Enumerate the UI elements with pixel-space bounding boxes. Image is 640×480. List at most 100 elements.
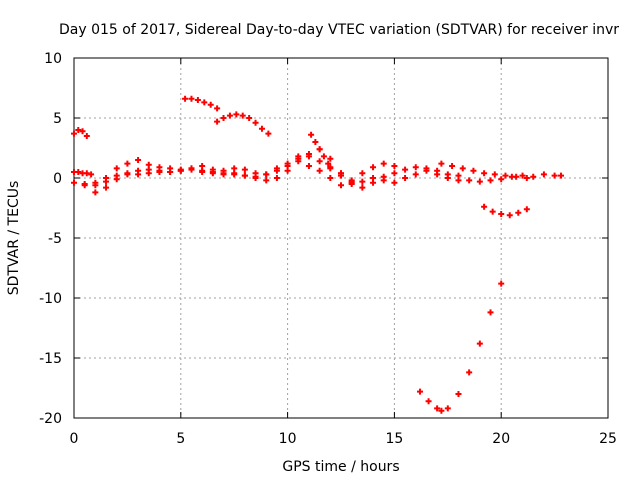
data-point [438, 160, 445, 167]
series-segment-8 [308, 131, 332, 167]
data-point [201, 99, 208, 106]
data-point [265, 130, 272, 137]
data-point [466, 369, 473, 376]
data-point [220, 170, 227, 177]
data-point [71, 179, 77, 186]
data-point [530, 173, 537, 180]
series-segment-6 [182, 95, 221, 112]
data-point [316, 146, 323, 153]
data-point [305, 153, 312, 160]
data-point [423, 165, 430, 172]
data-point [540, 171, 547, 178]
data-point [391, 170, 398, 177]
data-point [498, 176, 505, 183]
data-point [325, 160, 332, 167]
data-point [239, 112, 246, 119]
data-point [167, 169, 174, 175]
data-point [199, 169, 206, 175]
data-point [246, 115, 253, 121]
series-segment-11 [481, 203, 530, 219]
data-point [231, 171, 238, 178]
chart-title: Day 015 of 2017, Sidereal Day-to-day VTE… [59, 22, 619, 38]
data-point [470, 167, 477, 174]
data-point [523, 175, 530, 181]
data-point [515, 209, 522, 216]
data-point [92, 179, 99, 186]
data-point [491, 171, 498, 178]
data-point [359, 170, 366, 177]
data-point [263, 171, 270, 178]
data-point [455, 391, 462, 397]
data-point [113, 176, 120, 183]
data-point [519, 172, 526, 179]
data-point [513, 173, 520, 180]
y-tick-label: -5 [48, 231, 62, 247]
x-tick-label: 25 [599, 431, 617, 447]
data-point [75, 127, 82, 133]
data-point [83, 170, 90, 177]
x-tick-label: 0 [70, 431, 79, 447]
data-point [124, 160, 131, 167]
data-point [241, 166, 248, 173]
data-point [487, 177, 494, 184]
series-segment-2 [71, 169, 95, 178]
data-point [295, 158, 302, 165]
data-point [502, 172, 509, 179]
data-point [83, 133, 90, 139]
data-point [156, 167, 163, 174]
data-point [312, 139, 319, 145]
data-point [434, 405, 441, 412]
data-point [113, 165, 120, 172]
x-tick-label: 5 [176, 431, 185, 447]
data-point [92, 189, 99, 196]
data-point [487, 309, 494, 316]
data-point [182, 95, 189, 102]
data-point [241, 172, 248, 179]
data-point [444, 405, 451, 412]
data-point [338, 182, 344, 189]
x-axis-label: GPS time / hours [282, 459, 399, 475]
data-point [145, 166, 152, 173]
y-tick-label: 10 [44, 51, 62, 67]
data-point [455, 172, 462, 179]
data-point [498, 211, 505, 217]
data-point [438, 407, 445, 414]
data-point [233, 111, 240, 118]
data-point [498, 280, 505, 287]
data-point [316, 158, 323, 165]
y-tick-label: -20 [39, 411, 62, 427]
data-point [425, 398, 432, 405]
data-point [258, 125, 265, 132]
data-point [231, 165, 238, 172]
series-segment-1 [71, 127, 90, 139]
data-point [348, 177, 355, 184]
data-point [209, 169, 216, 175]
data-point [88, 171, 95, 178]
data-point [444, 171, 451, 178]
data-point [380, 173, 387, 180]
data-point [391, 163, 398, 169]
data-point [188, 95, 195, 102]
data-point [417, 388, 424, 395]
data-point [252, 173, 259, 180]
data-point [391, 179, 398, 186]
data-point [412, 171, 419, 178]
data-point [81, 182, 88, 189]
data-point [194, 97, 201, 103]
y-tick-label: -10 [39, 291, 62, 307]
data-point [316, 167, 323, 174]
data-point [305, 163, 312, 169]
data-point [199, 163, 206, 169]
series-segment-12 [417, 280, 505, 414]
data-point [459, 165, 466, 172]
data-point [214, 118, 221, 125]
data-point [481, 170, 488, 177]
data-point [370, 179, 377, 186]
data-point [207, 101, 214, 108]
data-point [103, 184, 110, 191]
data-point [380, 160, 387, 167]
data-point [75, 169, 82, 175]
data-point [523, 206, 530, 213]
